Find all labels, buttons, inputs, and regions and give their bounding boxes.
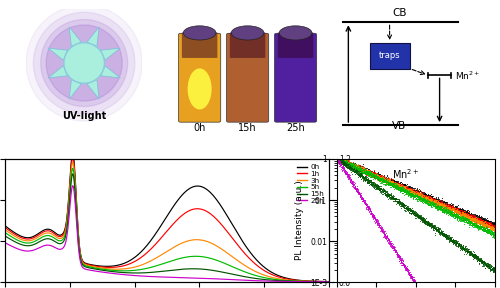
25h	[246, 279, 252, 282]
Line: 25h: 25h	[5, 186, 329, 282]
Text: traps: traps	[379, 51, 400, 60]
FancyBboxPatch shape	[226, 33, 268, 122]
Legend: 0h, 1h, 3h, 5h, 15h, 25h: 0h, 1h, 3h, 5h, 15h, 25h	[295, 163, 326, 205]
25h	[60, 247, 66, 250]
Line: 5h: 5h	[5, 168, 329, 282]
0h	[2, 224, 8, 228]
0h	[246, 250, 252, 253]
5h	[70, 167, 75, 170]
3h	[219, 248, 225, 251]
3h	[2, 228, 8, 232]
5h	[219, 261, 225, 264]
Text: 0h: 0h	[194, 123, 206, 133]
15h	[60, 241, 66, 245]
1h	[60, 234, 66, 237]
5h	[149, 265, 155, 269]
3h	[246, 267, 252, 270]
Text: Mn$^{2+}$: Mn$^{2+}$	[392, 168, 419, 181]
25h	[219, 277, 225, 281]
25h	[86, 268, 92, 272]
Polygon shape	[48, 66, 68, 78]
15h	[2, 234, 8, 238]
Text: 25h: 25h	[286, 123, 305, 133]
1h	[219, 223, 225, 227]
0h	[70, 152, 75, 155]
3h	[86, 264, 92, 268]
3h	[149, 258, 155, 262]
1h	[70, 156, 75, 160]
3h	[60, 236, 66, 239]
Text: VB: VB	[392, 121, 406, 131]
Circle shape	[26, 5, 142, 121]
1h	[2, 226, 8, 229]
Line: 0h: 0h	[5, 154, 329, 282]
25h	[194, 276, 200, 280]
1h	[149, 246, 155, 249]
15h	[86, 266, 92, 270]
15h	[194, 267, 200, 270]
Circle shape	[46, 25, 122, 101]
1h	[86, 263, 92, 267]
Y-axis label: PL Intensity (a.u.): PL Intensity (a.u.)	[296, 181, 304, 260]
Ellipse shape	[232, 26, 264, 40]
Polygon shape	[87, 27, 99, 46]
25h	[2, 241, 8, 245]
Line: 1h: 1h	[5, 158, 329, 282]
0h	[149, 237, 155, 240]
FancyBboxPatch shape	[182, 32, 218, 58]
Text: 15h: 15h	[238, 123, 257, 133]
FancyBboxPatch shape	[278, 32, 314, 58]
Text: CB: CB	[392, 8, 406, 18]
15h	[149, 271, 155, 274]
Polygon shape	[87, 80, 99, 99]
0h	[194, 184, 200, 188]
Circle shape	[40, 20, 128, 107]
Text: Mn$^{2+}$: Mn$^{2+}$	[456, 69, 481, 82]
3h	[70, 161, 75, 164]
5h	[194, 255, 200, 258]
15h	[219, 270, 225, 274]
1h	[326, 280, 332, 283]
0h	[219, 206, 225, 209]
FancyBboxPatch shape	[230, 32, 266, 58]
5h	[246, 272, 252, 275]
15h	[70, 172, 75, 176]
Polygon shape	[69, 80, 82, 99]
Bar	[370, 43, 410, 69]
5h	[60, 238, 66, 242]
Ellipse shape	[188, 68, 212, 109]
Line: 3h: 3h	[5, 162, 329, 282]
0h	[86, 262, 92, 266]
FancyBboxPatch shape	[178, 33, 220, 122]
25h	[326, 280, 332, 284]
15h	[246, 276, 252, 279]
1h	[194, 207, 200, 211]
0h	[60, 232, 66, 236]
Ellipse shape	[184, 26, 216, 40]
5h	[2, 231, 8, 234]
Polygon shape	[69, 27, 82, 46]
25h	[149, 275, 155, 278]
Circle shape	[34, 12, 135, 114]
0h	[326, 280, 332, 283]
Ellipse shape	[280, 26, 312, 40]
Circle shape	[64, 43, 104, 83]
5h	[86, 265, 92, 268]
Polygon shape	[101, 66, 120, 78]
FancyBboxPatch shape	[274, 33, 316, 122]
25h	[70, 184, 75, 187]
Line: 15h: 15h	[5, 174, 329, 282]
Polygon shape	[48, 48, 68, 60]
Text: UV-light: UV-light	[62, 111, 106, 121]
3h	[194, 238, 200, 241]
15h	[326, 280, 332, 283]
3h	[326, 280, 332, 283]
1h	[246, 257, 252, 260]
5h	[326, 280, 332, 283]
Polygon shape	[101, 48, 120, 60]
